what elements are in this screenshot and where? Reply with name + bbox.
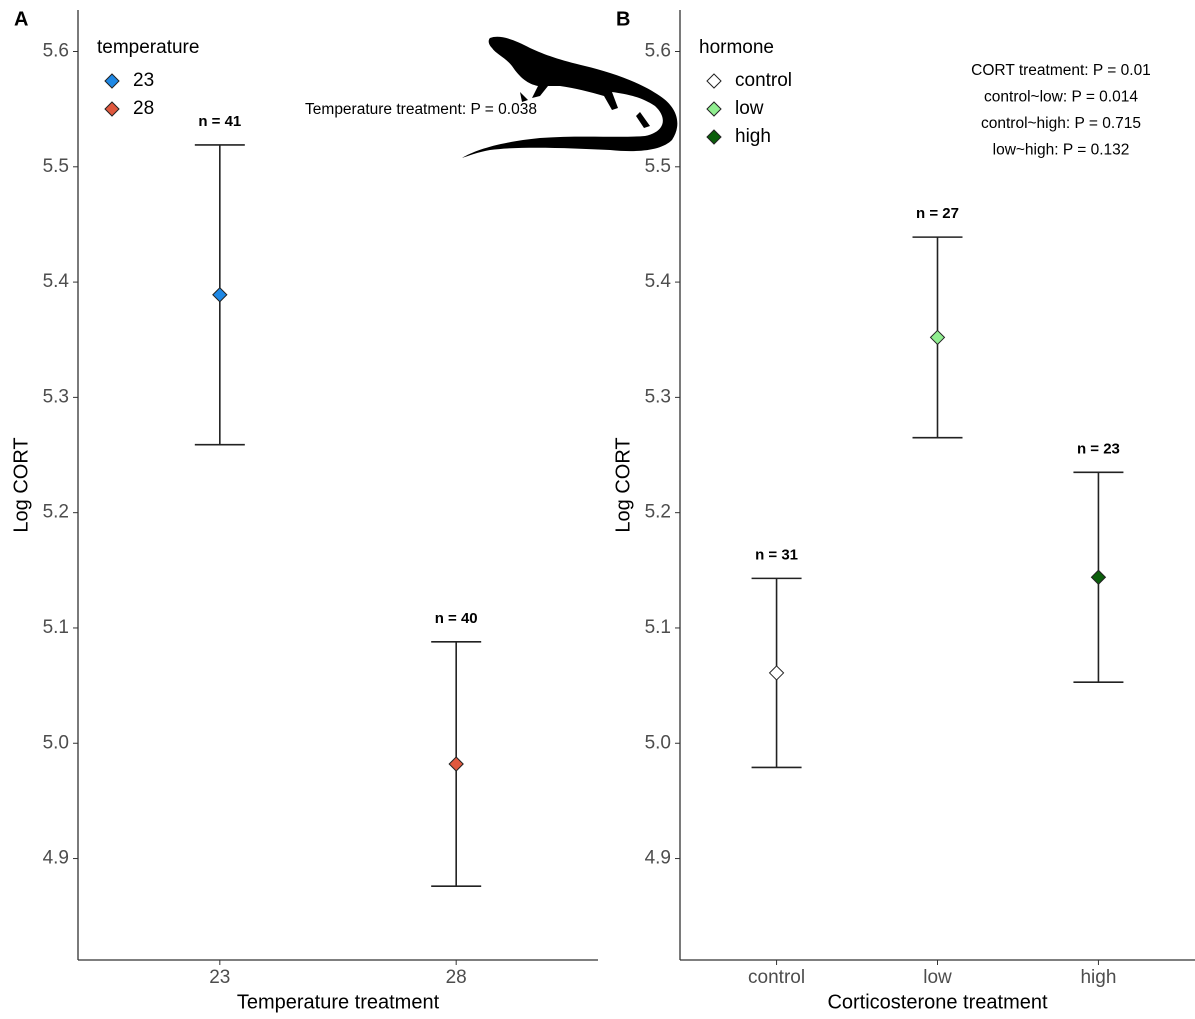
legend-key bbox=[706, 129, 722, 145]
n-label: n = 27 bbox=[916, 205, 959, 222]
annotation: low~high: P = 0.132 bbox=[993, 142, 1130, 159]
y-tick-label: 5.5 bbox=[645, 156, 671, 177]
y-tick-label: 5.3 bbox=[645, 386, 671, 407]
x-axis-title: Temperature treatment bbox=[237, 991, 440, 1013]
y-tick-label: 5.6 bbox=[645, 41, 671, 62]
x-tick-label: low bbox=[923, 967, 952, 988]
y-tick-label: 5.3 bbox=[43, 386, 69, 407]
y-tick-label: 5.4 bbox=[43, 271, 70, 292]
y-tick-label: 5.0 bbox=[43, 732, 69, 753]
legend-label: high bbox=[735, 126, 771, 147]
x-tick-label: 23 bbox=[209, 967, 230, 988]
annotation: control~low: P = 0.014 bbox=[984, 89, 1138, 106]
legend-title: temperature bbox=[97, 37, 199, 58]
legend-key bbox=[706, 73, 722, 89]
y-tick-label: 5.0 bbox=[645, 732, 671, 753]
x-axis-title: Corticosterone treatment bbox=[827, 991, 1048, 1013]
x-tick-label: control bbox=[748, 967, 805, 988]
legend-label: control bbox=[735, 70, 792, 91]
legend-key bbox=[706, 101, 722, 117]
mean-point bbox=[768, 665, 785, 681]
n-label: n = 41 bbox=[198, 113, 241, 130]
annotation: Temperature treatment: P = 0.038 bbox=[305, 101, 537, 118]
y-tick-label: 5.2 bbox=[43, 502, 69, 523]
legend-label: low bbox=[735, 98, 764, 119]
legend-key bbox=[104, 101, 120, 117]
y-tick-label: 4.9 bbox=[43, 848, 69, 869]
panel-label: B bbox=[616, 8, 630, 30]
y-tick-label: 5.1 bbox=[43, 617, 69, 638]
y-tick-label: 5.6 bbox=[43, 41, 69, 62]
y-tick-label: 5.5 bbox=[43, 156, 69, 177]
mean-point bbox=[212, 287, 228, 303]
y-tick-label: 5.2 bbox=[645, 502, 671, 523]
n-label: n = 23 bbox=[1077, 440, 1120, 457]
n-label: n = 40 bbox=[435, 610, 478, 627]
n-label: n = 31 bbox=[755, 546, 798, 563]
annotation: control~high: P = 0.715 bbox=[981, 115, 1141, 132]
lizard-silhouette bbox=[462, 36, 678, 158]
legend-label: 28 bbox=[133, 98, 154, 119]
panel-label: A bbox=[14, 8, 28, 30]
legend-key bbox=[104, 73, 120, 89]
annotation: CORT treatment: P = 0.01 bbox=[971, 62, 1151, 79]
y-tick-label: 5.1 bbox=[645, 617, 671, 638]
mean-point bbox=[1090, 569, 1107, 585]
mean-point bbox=[448, 756, 464, 772]
legend-title: hormone bbox=[699, 37, 774, 58]
y-tick-label: 5.4 bbox=[645, 271, 672, 292]
x-tick-label: 28 bbox=[446, 967, 467, 988]
mean-point bbox=[929, 329, 946, 346]
y-axis-title: Log CORT bbox=[612, 437, 634, 532]
y-axis-title: Log CORT bbox=[10, 437, 32, 532]
legend-label: 23 bbox=[133, 70, 154, 91]
x-tick-label: high bbox=[1080, 967, 1116, 988]
y-tick-label: 4.9 bbox=[645, 848, 671, 869]
